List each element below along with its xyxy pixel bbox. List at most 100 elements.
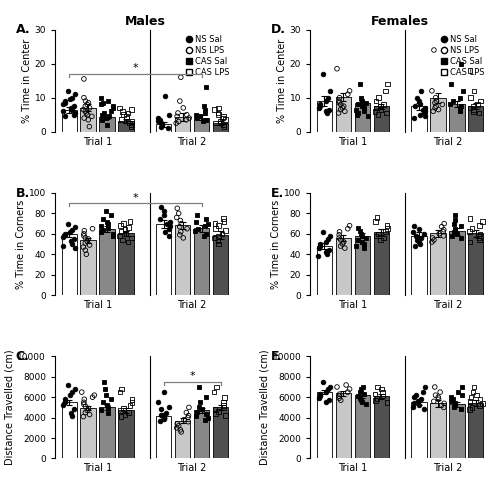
Bar (336, 238, 351, 295)
Point (326, 232, 334, 240)
Point (107, 107, 115, 115)
Point (364, 112, 372, 120)
Point (412, 236, 420, 244)
Point (335, 99, 343, 106)
Point (415, 225, 423, 233)
Point (78, 388, 86, 396)
Point (60, 230, 68, 238)
Point (410, 399, 418, 407)
Point (460, 87, 468, 95)
Point (409, 403, 417, 411)
Point (374, 111, 382, 119)
Point (338, 104, 346, 112)
Point (72, 244, 80, 252)
Point (356, 94, 364, 102)
Point (326, 396, 334, 404)
Point (210, 388, 218, 396)
Point (72, 109, 80, 117)
Point (434, 395, 442, 403)
Text: *: * (132, 193, 138, 203)
Text: F.: F. (270, 350, 282, 363)
Point (97, 222, 105, 230)
Point (220, 398, 228, 406)
Point (476, 401, 484, 409)
Point (452, 401, 460, 409)
Point (104, 404, 112, 412)
Point (83, 237, 91, 245)
Point (439, 228, 447, 236)
Point (194, 403, 202, 411)
Point (185, 403, 193, 411)
Point (432, 102, 440, 110)
Point (220, 403, 228, 411)
Y-axis label: Distance Travelled (cm): Distance Travelled (cm) (4, 350, 15, 465)
Point (82, 239, 90, 247)
Point (360, 390, 368, 398)
Point (322, 398, 330, 406)
Point (80, 413, 88, 421)
Point (98, 99, 106, 106)
Text: B.: B. (16, 187, 30, 200)
Point (417, 87, 425, 95)
Point (220, 123, 228, 131)
Point (184, 418, 192, 425)
Point (466, 214, 474, 222)
Point (182, 111, 190, 119)
Point (322, 97, 330, 105)
Point (158, 203, 166, 211)
Point (98, 228, 106, 236)
Point (103, 121, 111, 129)
Point (362, 400, 370, 408)
Bar (194, 118, 210, 132)
Point (447, 397, 455, 405)
Y-axis label: % Time in Center: % Time in Center (277, 38, 287, 123)
Point (214, 408, 222, 416)
Point (80, 75, 88, 83)
Bar (175, 225, 190, 295)
Point (174, 117, 182, 125)
Point (200, 102, 208, 110)
Point (474, 101, 482, 108)
Point (220, 393, 228, 401)
Point (452, 215, 460, 223)
Point (466, 406, 473, 414)
Point (166, 111, 173, 119)
Point (116, 222, 124, 230)
Point (60, 101, 68, 108)
Point (478, 399, 486, 407)
Bar (412, 106, 426, 132)
Point (474, 232, 482, 240)
Point (196, 398, 203, 406)
Point (214, 222, 222, 230)
Point (109, 104, 117, 112)
Point (411, 102, 419, 110)
Point (410, 222, 418, 230)
Point (66, 409, 74, 417)
Bar (100, 229, 114, 295)
Bar (194, 411, 210, 458)
Point (180, 104, 188, 112)
Point (438, 223, 446, 231)
Bar (156, 416, 172, 458)
Point (104, 220, 112, 228)
Text: *: * (190, 371, 195, 382)
Point (352, 106, 360, 113)
Point (420, 112, 428, 120)
Bar (213, 123, 228, 132)
Point (440, 220, 448, 228)
Point (354, 109, 362, 117)
Point (341, 107, 349, 115)
Point (194, 225, 202, 233)
Point (162, 409, 170, 417)
Point (172, 213, 180, 221)
Point (60, 233, 68, 241)
Text: D.: D. (270, 24, 285, 36)
Point (340, 238, 347, 246)
Point (66, 391, 74, 399)
Point (220, 217, 228, 225)
Bar (175, 117, 190, 132)
Point (84, 116, 92, 124)
Point (119, 236, 127, 244)
Point (456, 94, 464, 102)
Point (103, 217, 111, 225)
